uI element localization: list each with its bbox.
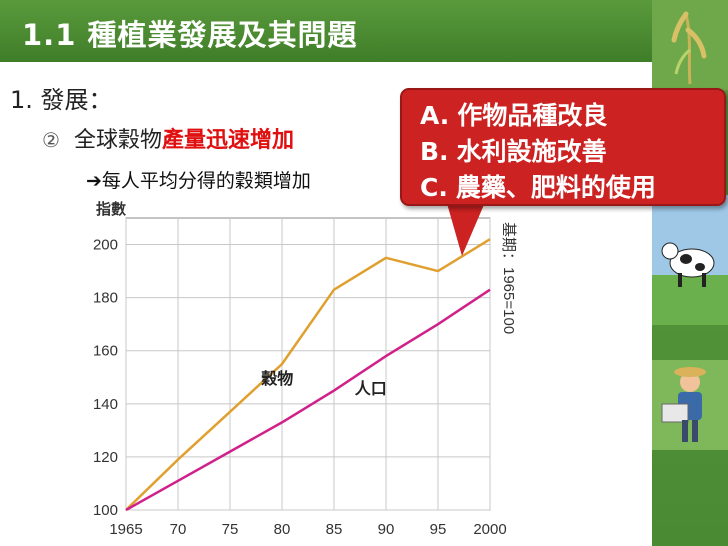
y-tick-label: 140	[93, 396, 118, 413]
x-tick-label: 90	[378, 521, 395, 538]
series-label: 穀物	[260, 369, 293, 388]
rice-plant-icon	[652, 0, 728, 90]
y-tick-label: 120	[93, 449, 118, 466]
callout-item-a: A. 作物品種改良	[420, 96, 607, 132]
x-tick-label: 2000	[473, 521, 506, 538]
x-tick-label: 85	[326, 521, 343, 538]
callout-item-b: B. 水利設施改善	[420, 132, 607, 168]
title-bar: 1.1 種植業發展及其問題	[0, 0, 652, 62]
item-highlight: 產量迅速增加	[161, 128, 294, 153]
series-line	[125, 238, 491, 511]
y-axis-label: 指數	[96, 200, 126, 218]
y-tick-label: 180	[93, 290, 118, 307]
callout-text: 水利設施改善	[456, 137, 607, 166]
y-tick-label: 100	[93, 502, 118, 519]
callout-letter: A.	[420, 101, 450, 130]
x-tick-label: 70	[170, 521, 187, 538]
callout-text: 作物品種改良	[457, 101, 608, 130]
x-tick-label: 75	[222, 521, 239, 538]
series-line	[125, 288, 491, 512]
callout-item-c: C. 農藥、肥料的使用	[420, 168, 656, 204]
y-tick-label: 200	[93, 237, 118, 254]
callout-letter: B.	[420, 137, 449, 166]
x-tick-label: 95	[430, 521, 447, 538]
sub-item: ② 全球穀物產量迅速增加	[42, 122, 294, 154]
plot-frame	[125, 217, 491, 511]
section-heading: 1. 發展：	[10, 86, 113, 114]
slide-title: 1.1 種植業發展及其問題	[22, 18, 358, 52]
callout-text: 農藥、肥料的使用	[455, 173, 656, 202]
x-tick-label: 80	[274, 521, 291, 538]
item-marker: ②	[42, 128, 60, 152]
base-period-note: 基期：1965=100	[500, 222, 517, 334]
item-prefix: 全球穀物	[73, 128, 162, 153]
x-tick-label: 1965	[109, 521, 142, 538]
cow-field-icon	[652, 195, 728, 325]
y-tick-label: 160	[93, 343, 118, 360]
callout-box: A. 作物品種改良 B. 水利設施改善 C. 農藥、肥料的使用	[400, 88, 726, 206]
callout-pointer	[446, 200, 486, 256]
callout-letter: C.	[420, 173, 448, 202]
series-label: 人口	[355, 379, 387, 398]
arrow-text: ➔每人平均分得的穀類增加	[86, 170, 311, 192]
farmer-icon	[652, 360, 728, 450]
